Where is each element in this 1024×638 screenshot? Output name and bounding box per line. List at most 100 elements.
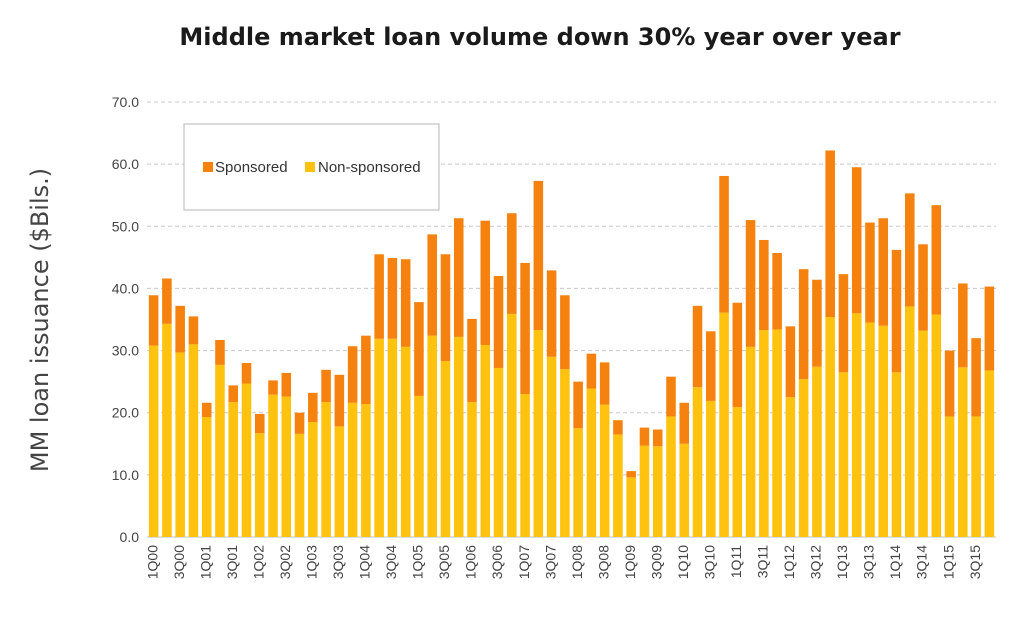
bar-non-sponsored bbox=[281, 396, 292, 537]
x-tick-label: 1Q07 bbox=[516, 545, 532, 579]
bar-sponsored bbox=[440, 254, 451, 362]
bar-sponsored bbox=[334, 374, 345, 427]
bar-sponsored bbox=[812, 279, 822, 367]
legend-label-non-sponsored: Non-sponsored bbox=[318, 159, 421, 176]
bar-non-sponsored bbox=[586, 388, 597, 537]
x-tick-label: 3Q05 bbox=[436, 545, 452, 579]
bar-non-sponsored bbox=[175, 352, 185, 537]
bar-non-sponsored bbox=[480, 344, 491, 537]
bar-sponsored bbox=[493, 276, 504, 368]
bar-non-sponsored bbox=[546, 356, 557, 537]
bar-non-sponsored bbox=[984, 370, 995, 537]
bar-non-sponsored bbox=[440, 361, 451, 537]
bar-non-sponsored bbox=[148, 345, 159, 537]
bar-non-sponsored bbox=[334, 426, 345, 537]
bar-sponsored bbox=[891, 249, 902, 373]
bar-sponsored bbox=[798, 269, 809, 380]
x-tick-label: 1Q15 bbox=[940, 545, 956, 579]
bar-non-sponsored bbox=[254, 433, 265, 537]
bar-non-sponsored bbox=[745, 346, 756, 537]
y-tick-label: 40.0 bbox=[112, 280, 139, 296]
x-tick-label: 3Q14 bbox=[914, 545, 930, 579]
bar-sponsored bbox=[507, 213, 517, 314]
bar-non-sponsored bbox=[759, 330, 769, 537]
bar-sponsored bbox=[865, 222, 875, 323]
bar-non-sponsored bbox=[666, 416, 676, 537]
bar-sponsored bbox=[400, 259, 411, 347]
x-axis-ticks: 1Q00 3Q00 1Q01 3Q01 1Q02 3Q02 1Q03 3Q03 1Q04 3Q04… bbox=[144, 545, 982, 579]
x-tick-label: 3Q04 bbox=[383, 545, 399, 579]
bar-sponsored bbox=[175, 305, 185, 353]
bar-non-sponsored bbox=[241, 383, 252, 537]
bar-non-sponsored bbox=[188, 344, 199, 537]
bar-sponsored bbox=[201, 402, 212, 418]
bar-sponsored bbox=[772, 253, 782, 330]
bar-non-sponsored bbox=[347, 402, 358, 537]
bar-sponsored bbox=[453, 218, 464, 337]
x-tick-label: 1Q06 bbox=[463, 545, 479, 579]
bar-non-sponsored bbox=[865, 322, 875, 537]
bar-sponsored bbox=[785, 326, 796, 398]
x-tick-label: 3Q02 bbox=[277, 545, 293, 579]
x-tick-label: 1Q14 bbox=[887, 545, 903, 579]
bar-sponsored bbox=[573, 381, 583, 429]
bar-sponsored bbox=[281, 372, 292, 397]
bar-non-sponsored bbox=[361, 404, 371, 537]
bar-sponsored bbox=[984, 286, 995, 371]
y-tick-label: 10.0 bbox=[112, 467, 139, 483]
bar-sponsored bbox=[347, 346, 358, 403]
bar-non-sponsored bbox=[785, 397, 796, 537]
x-tick-label: 3Q13 bbox=[861, 545, 877, 579]
y-tick-label: 20.0 bbox=[112, 405, 139, 421]
bar-sponsored bbox=[599, 362, 610, 405]
x-tick-label: 1Q02 bbox=[250, 545, 266, 579]
bar-non-sponsored bbox=[798, 379, 809, 537]
bar-non-sponsored bbox=[400, 346, 411, 537]
bar-non-sponsored bbox=[971, 416, 981, 537]
bar-non-sponsored bbox=[838, 372, 849, 537]
x-tick-label: 1Q12 bbox=[781, 545, 797, 579]
bar-sponsored bbox=[480, 220, 491, 345]
y-tick-label: 60.0 bbox=[112, 156, 139, 172]
bar-sponsored bbox=[931, 205, 942, 315]
x-tick-label: 1Q05 bbox=[410, 545, 426, 579]
bar-non-sponsored bbox=[387, 338, 398, 537]
legend-label-sponsored: Sponsored bbox=[215, 159, 288, 176]
bar-non-sponsored bbox=[427, 335, 437, 537]
legend-swatch-non-sponsored bbox=[305, 162, 315, 172]
bar-sponsored bbox=[639, 427, 650, 446]
bar-sponsored bbox=[666, 376, 676, 417]
bar-non-sponsored bbox=[918, 330, 928, 537]
x-tick-label: 1Q13 bbox=[834, 545, 850, 579]
x-tick-label: 3Q15 bbox=[967, 545, 983, 579]
bar-sponsored bbox=[215, 340, 225, 365]
x-tick-label: 3Q10 bbox=[701, 545, 717, 579]
bar-non-sponsored bbox=[851, 313, 862, 537]
bar-sponsored bbox=[520, 262, 530, 395]
bar-non-sponsored bbox=[215, 364, 225, 537]
bars bbox=[148, 150, 995, 537]
bar-non-sponsored bbox=[493, 367, 504, 537]
x-tick-label: 3Q06 bbox=[489, 545, 505, 579]
y-tick-label: 70.0 bbox=[112, 94, 139, 110]
bar-sponsored bbox=[308, 392, 318, 423]
bar-sponsored bbox=[546, 270, 557, 357]
bar-non-sponsored bbox=[268, 394, 278, 537]
bar-non-sponsored bbox=[520, 394, 530, 537]
bar-non-sponsored bbox=[533, 330, 544, 537]
bar-non-sponsored bbox=[374, 338, 384, 537]
bar-non-sponsored bbox=[162, 323, 172, 537]
bar-sponsored bbox=[745, 220, 756, 347]
bar-non-sponsored bbox=[812, 366, 822, 537]
x-tick-label: 3Q08 bbox=[595, 545, 611, 579]
bar-sponsored bbox=[414, 302, 424, 396]
x-tick-label: 1Q00 bbox=[144, 545, 160, 579]
bar-sponsored bbox=[467, 318, 477, 403]
x-tick-label: 1Q01 bbox=[197, 545, 213, 579]
legend: Sponsored Non-sponsored bbox=[183, 123, 440, 211]
bar-non-sponsored bbox=[825, 317, 835, 537]
bar-non-sponsored bbox=[626, 477, 636, 537]
bar-non-sponsored bbox=[958, 367, 968, 537]
bar-sponsored bbox=[427, 234, 437, 336]
